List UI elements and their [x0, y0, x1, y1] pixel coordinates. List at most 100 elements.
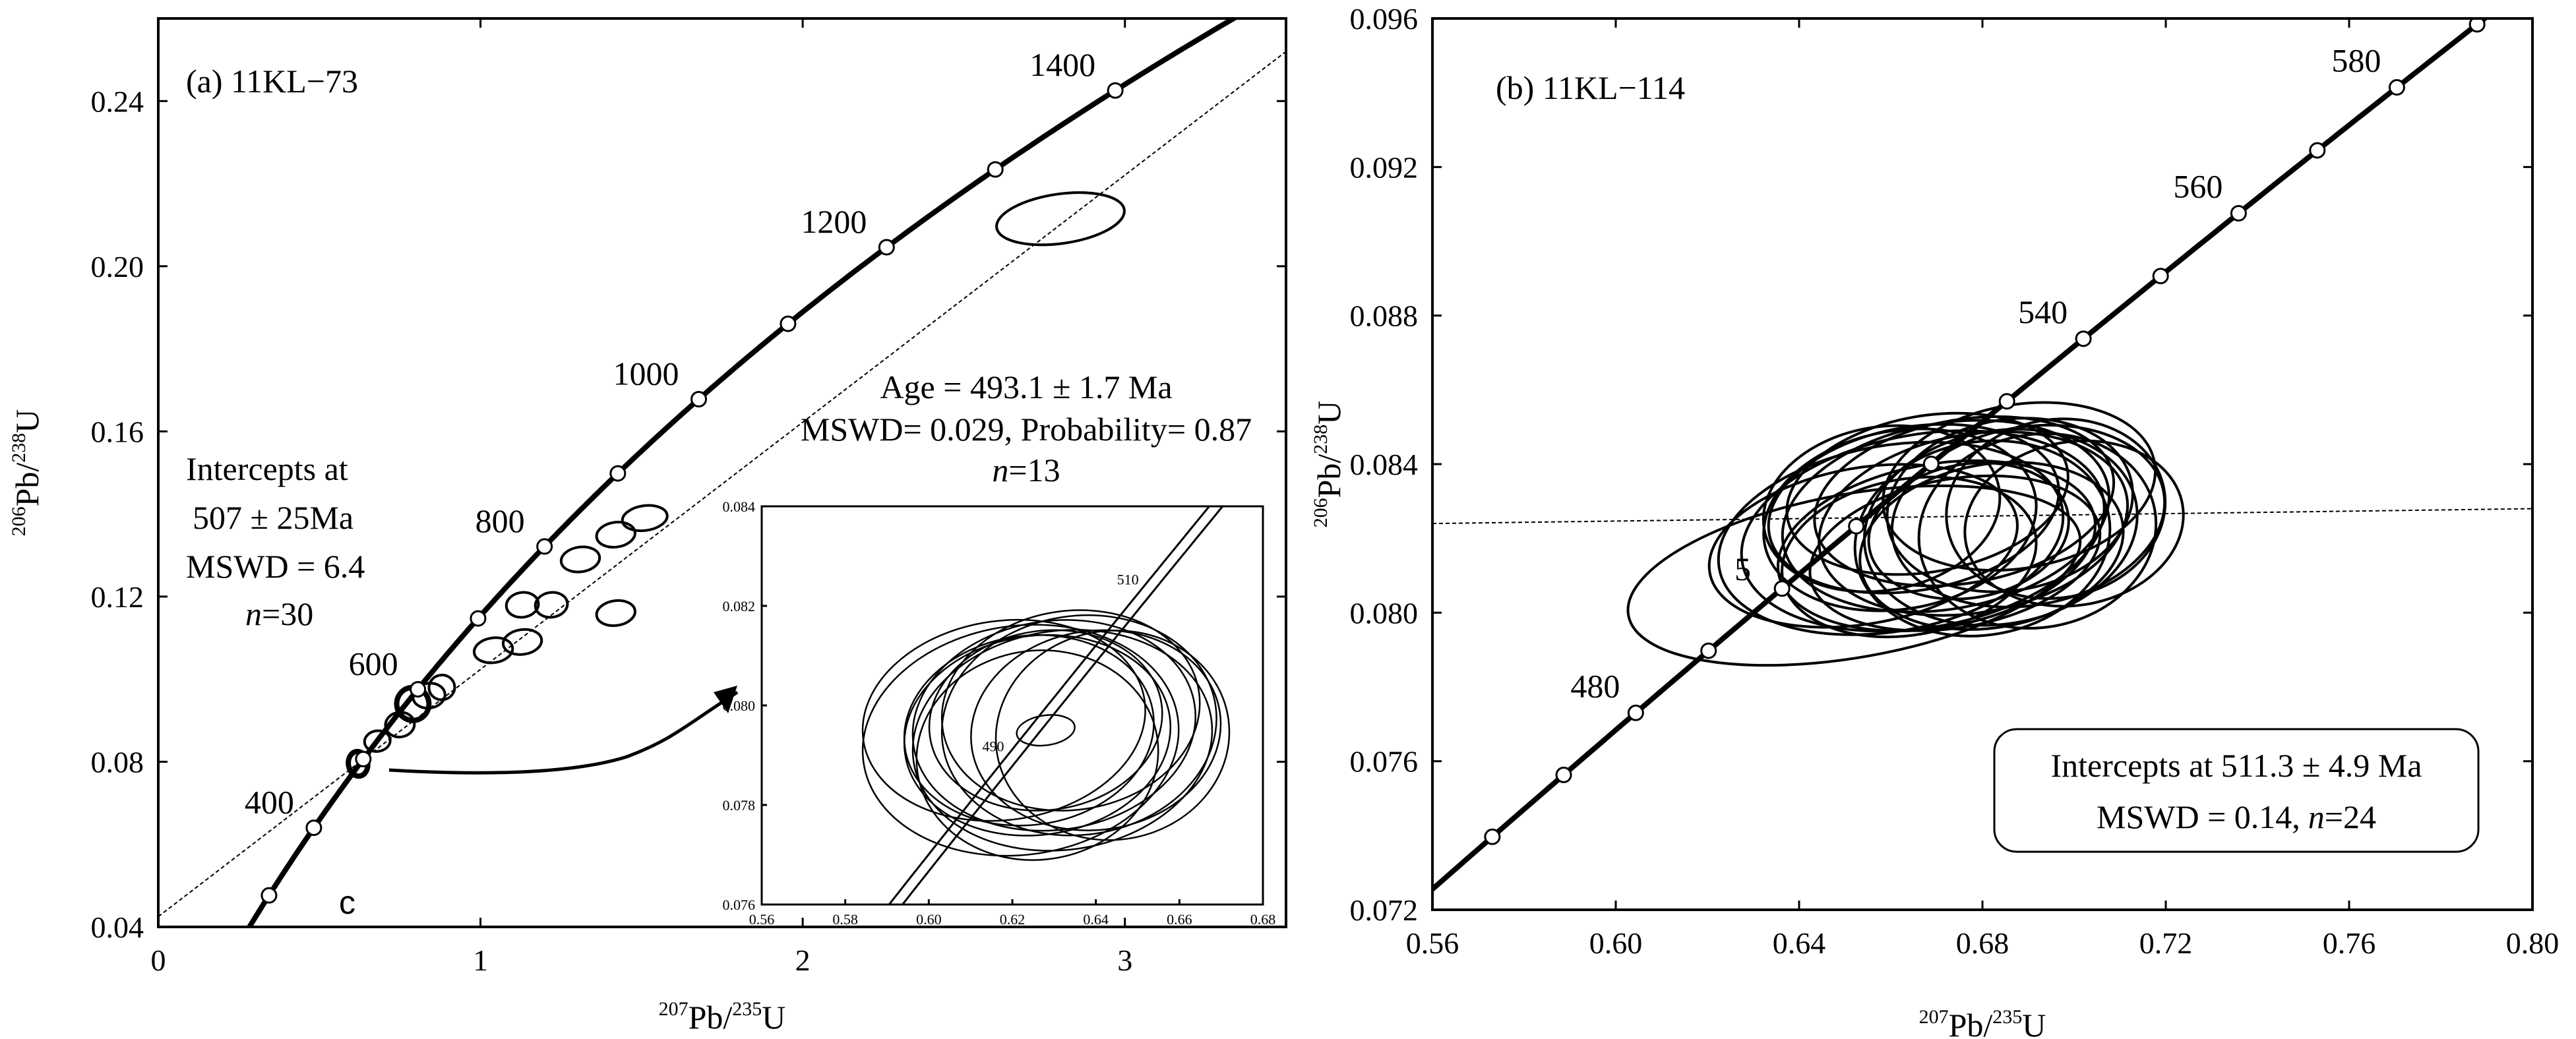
- panel-b-x-base2: U: [2022, 1007, 2046, 1039]
- inset-x-tick-label: 0.66: [1167, 911, 1192, 928]
- inset-concordia-band: [901, 506, 1224, 905]
- inset-plot-area: 490 510: [861, 506, 1231, 905]
- error-ellipse: [621, 504, 669, 533]
- panel-a: 0 1 2 3 0.04 0.08 0.12 0.16 0.20 0.24 400 600 800 100…: [8, 17, 1287, 1036]
- inset-error-ellipse: [861, 618, 1146, 822]
- error-ellipse: [1707, 463, 2019, 629]
- concordia-node: [780, 315, 797, 332]
- concordia-node: [2388, 79, 2405, 96]
- panel-b-y-sup1: 206: [1310, 498, 1332, 527]
- concordia-age-label: 600: [349, 645, 398, 682]
- panel-b-partial-age-label: 5: [1734, 550, 1751, 587]
- x-tick-label: 0.56: [1406, 926, 1459, 960]
- error-ellipse: [559, 545, 601, 574]
- concordia-node: [305, 819, 322, 837]
- panel-b-x-axis-title: 207Pb/235U: [1919, 1006, 2046, 1039]
- concordia-node: [2075, 330, 2092, 347]
- y-tick-label: 0.24: [91, 84, 144, 118]
- concordia-node: [1700, 642, 1717, 659]
- inset-error-ellipse: [940, 614, 1217, 837]
- panel-a-x-base1: Pb/: [689, 999, 733, 1036]
- panel-a-intercepts-mswd: MSWD = 6.4: [186, 548, 365, 585]
- y-tick-label: 0.092: [1350, 150, 1419, 184]
- panel-b: 0.56 0.60 0.64 0.68 0.72 0.76 0.80 0.072 0.076 0.…: [1310, 2, 2560, 1039]
- x-tick-label: 1: [473, 943, 488, 977]
- inset-chart: 490 510 0.56 0.58 0.60 0.62 0.64 0.66 0.68 0.076…: [723, 498, 1276, 928]
- inset-x-tick-label: 0.68: [1250, 911, 1276, 928]
- y-tick-label: 0.072: [1350, 893, 1419, 927]
- y-tick-label: 0.04: [91, 910, 144, 944]
- panel-a-x-sup1: 207: [659, 998, 689, 1020]
- error-ellipse: [1626, 484, 2082, 667]
- inset-y-tick-label: 0.082: [723, 598, 756, 614]
- inset-frame: [760, 505, 1264, 906]
- concordia-node: [690, 390, 708, 407]
- inset-age-label: 510: [1117, 571, 1139, 587]
- panel-b-y-base1: Pb/: [1310, 454, 1347, 498]
- y-tick-label: 0.16: [91, 415, 144, 448]
- inset-x-tick-label: 0.64: [1083, 911, 1109, 928]
- panel-b-axes-frame: [1431, 17, 2534, 911]
- concordia-node: [1922, 456, 1940, 473]
- inset-error-ellipse: [911, 629, 1213, 852]
- error-ellipse: [1762, 427, 2038, 612]
- panel-a-corner-label: c: [339, 884, 355, 921]
- panel-a-x-sup2: 235: [732, 998, 762, 1020]
- concordia-node: [1484, 828, 1501, 845]
- panel-a-ticks: [157, 18, 1286, 928]
- error-ellipse: [534, 591, 569, 619]
- y-tick-label: 0.08: [91, 745, 144, 779]
- concordia-age-label: 400: [245, 784, 294, 821]
- x-tick-label: 0.76: [2323, 926, 2376, 960]
- concordia-age-label: 580: [2331, 42, 2381, 79]
- x-tick-label: 0.80: [2506, 926, 2560, 960]
- concordia-node: [470, 610, 487, 627]
- panel-a-n-value: =30: [262, 595, 313, 632]
- x-tick-label: 2: [795, 943, 811, 977]
- concordia-node: [355, 750, 372, 767]
- error-ellipse: [427, 673, 456, 701]
- panel-b-plot-area: [1432, 18, 2532, 893]
- panel-b-n-value: =24: [2325, 798, 2376, 835]
- panel-b-y-sup2: 238: [1310, 425, 1332, 454]
- panel-a-intercepts-line2: 507 ± 25Ma: [193, 499, 353, 536]
- concordia-age-label: 800: [475, 502, 525, 539]
- inset-error-ellipse: [915, 649, 1159, 861]
- y-tick-label: 0.20: [91, 250, 144, 283]
- concordia-node: [1773, 580, 1791, 597]
- concordia-node: [987, 161, 1004, 178]
- inset-title-n: n=13: [992, 452, 1060, 489]
- inset-title-age: Age = 493.1 ± 1.7 Ma: [880, 369, 1172, 405]
- panel-a-y-sup1: 206: [8, 506, 30, 536]
- panel-a-y-axis-title: 206Pb/238U: [8, 409, 46, 537]
- concordia-node: [1627, 704, 1644, 721]
- inset-title-mswd: MSWD= 0.029, Probability= 0.87: [801, 411, 1252, 448]
- error-ellipse: [1963, 439, 2185, 608]
- y-tick-label: 0.096: [1350, 2, 1419, 36]
- panel-a-intercepts-line1: Intercepts at: [186, 450, 348, 487]
- error-ellipse: [501, 628, 543, 656]
- error-ellipse: [1762, 424, 2002, 593]
- y-tick-label: 0.080: [1350, 596, 1419, 630]
- x-tick-label: 0.60: [1589, 926, 1643, 960]
- concordia-age-label: 560: [2173, 167, 2223, 204]
- error-ellipse: [995, 191, 1126, 247]
- zoom-arrow-head: [714, 686, 737, 713]
- concordia-node: [410, 681, 427, 698]
- y-tick-label: 0.076: [1350, 745, 1419, 779]
- inset-ticks: 0.56 0.58 0.60 0.62 0.64 0.66 0.68 0.076 0.078 0.…: [723, 498, 1276, 928]
- error-ellipse: [1781, 475, 2038, 639]
- panel-b-intercepts-line1: Intercepts at 511.3 ± 4.9 Ma: [2051, 747, 2422, 784]
- error-ellipse: [1867, 461, 2070, 601]
- y-tick-label: 0.088: [1350, 299, 1419, 333]
- concordia-node: [878, 239, 895, 256]
- error-ellipse: [1767, 423, 2060, 595]
- concordia-node: [1998, 393, 2015, 410]
- inset-x-tick-label: 0.56: [749, 911, 775, 928]
- panel-b-y-base2: U: [1310, 401, 1347, 425]
- panel-a-y-base2: U: [9, 409, 46, 433]
- error-ellipse: [1945, 417, 2167, 600]
- inset-y-tick-label: 0.080: [723, 698, 756, 714]
- y-tick-label: 0.084: [1350, 448, 1419, 481]
